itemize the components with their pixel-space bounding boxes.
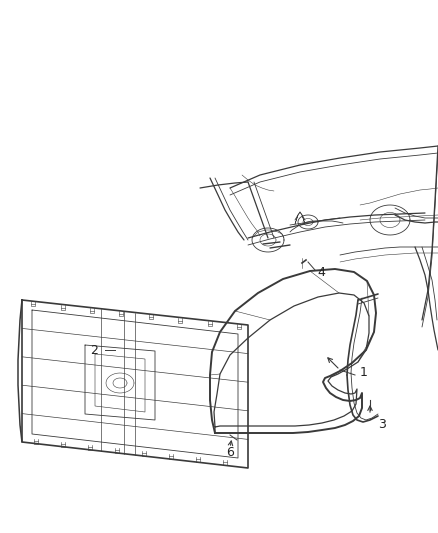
Text: 2: 2 xyxy=(90,343,98,357)
Text: 4: 4 xyxy=(317,265,325,279)
Text: 3: 3 xyxy=(378,418,386,432)
Text: 6: 6 xyxy=(226,446,234,458)
Text: 1: 1 xyxy=(360,367,368,379)
